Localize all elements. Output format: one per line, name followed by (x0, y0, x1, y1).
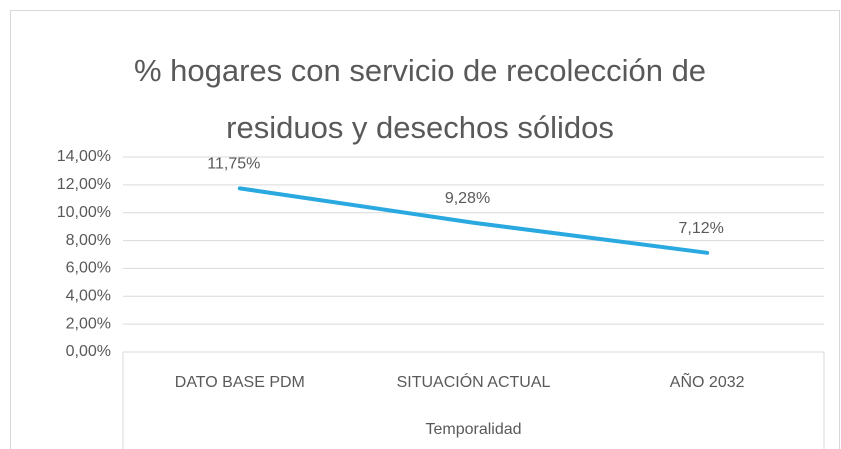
y-tick-label: 0,00% (66, 343, 111, 360)
x-tick-label: AÑO 2032 (670, 371, 745, 391)
data-line (237, 186, 710, 255)
x-axis-label: Temporalidad (425, 421, 521, 438)
data-label: 9,28% (445, 190, 490, 207)
x-tick-label: SITUACIÓN ACTUAL (397, 372, 551, 391)
x-tick-label: DATO BASE PDM (175, 374, 305, 391)
y-tick-label: 4,00% (66, 288, 111, 305)
y-tick-label: 8,00% (66, 232, 111, 249)
data-label: 11,75% (207, 156, 260, 173)
y-tick-label: 12,00% (57, 176, 111, 193)
y-tick-label: 14,00% (57, 148, 111, 165)
chart-border (10, 10, 840, 449)
y-tick-label: 10,00% (57, 204, 111, 221)
y-tick-label: 6,00% (66, 260, 111, 277)
chart-title: % hogares con servicio de recolección de… (133, 53, 707, 145)
y-tick-label: 2,00% (66, 315, 111, 332)
data-label: 7,12% (678, 220, 723, 237)
